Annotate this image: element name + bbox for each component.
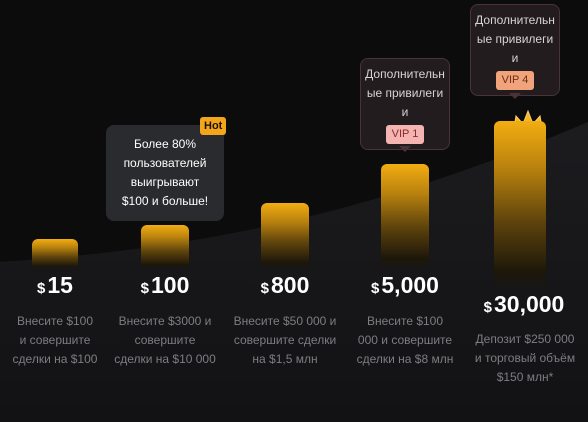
currency-symbol: $	[260, 280, 269, 297]
reward-amount: $800	[230, 272, 340, 299]
tooltip: Более 80% пользователей выигрывают $100 …	[106, 125, 224, 221]
amount-value: 5,000	[381, 272, 439, 298]
tooltip-arrow	[509, 93, 521, 99]
tier-bar	[381, 164, 429, 269]
vip-badge: VIP 4	[495, 71, 535, 90]
tier-description: Внесите $3000 и совершите сделки на $10 …	[114, 314, 216, 366]
tooltip-arrow	[399, 146, 411, 152]
tier-bar	[261, 203, 309, 269]
tier-description: Внесите $100 000 и совершите сделки на $…	[356, 314, 454, 366]
tooltip: Дополнительные привилегии VIP 4	[470, 4, 560, 96]
reward-amount: $100	[110, 272, 220, 299]
tooltip-text: Более 80% пользователей выигрывают $100 …	[121, 137, 209, 208]
vip-badge: VIP 1	[385, 125, 425, 144]
tier-description: Внесите $100 и совершите сделки на $100	[12, 314, 98, 366]
hot-badge: Hot	[200, 117, 227, 135]
tooltip-text: Дополнительные привилегии	[475, 13, 555, 65]
tier-bar	[141, 225, 189, 269]
reward-amount: $15	[0, 272, 110, 299]
tier-description: Внесите $50 000 и совершите сделки на $1…	[233, 314, 337, 366]
currency-symbol: $	[37, 280, 46, 297]
tier-bar	[32, 239, 78, 269]
currency-symbol: $	[140, 280, 149, 297]
tier-description: Депозит $250 000 и торговый объём $150 м…	[474, 332, 576, 384]
currency-symbol: $	[371, 280, 380, 297]
tier-bar	[494, 121, 546, 289]
amount-value: 15	[47, 272, 73, 298]
currency-symbol: $	[483, 299, 492, 316]
tooltip-arrow	[159, 206, 171, 213]
reward-amount: $30,000	[460, 291, 588, 318]
reward-amount: $5,000	[350, 272, 460, 299]
amount-value: 800	[270, 272, 310, 298]
tooltip: Дополнительные привилегии VIP 1	[360, 58, 450, 150]
amount-value: 30,000	[493, 291, 565, 317]
tooltip-text: Дополнительные привилегии	[365, 67, 445, 119]
amount-value: 100	[150, 272, 190, 298]
